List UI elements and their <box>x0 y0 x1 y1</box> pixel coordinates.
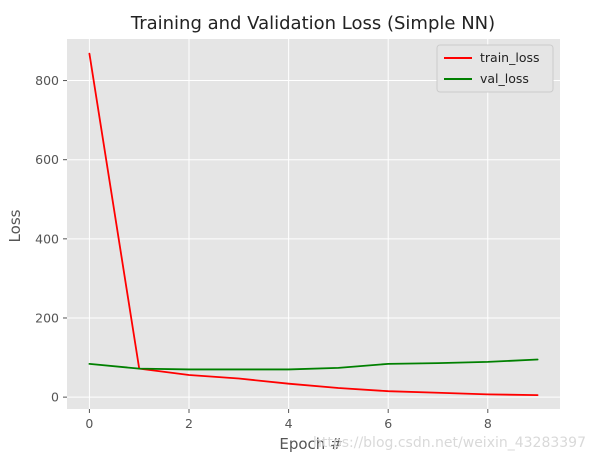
x-tick-label: 4 <box>285 416 293 431</box>
y-tick-labels: 0 200 400 600 800 <box>35 73 67 405</box>
x-tick-labels: 0 2 4 6 8 <box>85 409 492 431</box>
y-tick-label: 800 <box>35 73 59 88</box>
series-line-val-loss <box>88 358 539 371</box>
x-tick-label: 8 <box>484 416 492 431</box>
y-tick-label: 400 <box>35 231 59 246</box>
y-tick-label: 0 <box>51 390 59 405</box>
watermark: https://blog.csdn.net/weixin_43283397 <box>313 435 586 451</box>
x-axis-label: Epoch # <box>279 435 342 453</box>
x-tick-label: 2 <box>185 416 193 431</box>
x-tick-label: 6 <box>384 416 392 431</box>
y-tick-label: 600 <box>35 152 59 167</box>
legend-box <box>436 44 554 93</box>
chart-title: Training and Validation Loss (Simple NN) <box>130 13 495 34</box>
series-line-train-loss <box>88 52 539 397</box>
legend-label-val-loss: val_loss <box>480 71 529 86</box>
y-tick-label: 200 <box>35 310 59 325</box>
x-tick-label: 0 <box>85 416 93 431</box>
legend-label-train-loss: train_loss <box>480 50 540 65</box>
series-layer <box>88 52 539 397</box>
y-axis-label: Loss <box>6 209 24 242</box>
legend: train_loss val_loss <box>436 44 554 93</box>
plot-area <box>67 39 560 409</box>
